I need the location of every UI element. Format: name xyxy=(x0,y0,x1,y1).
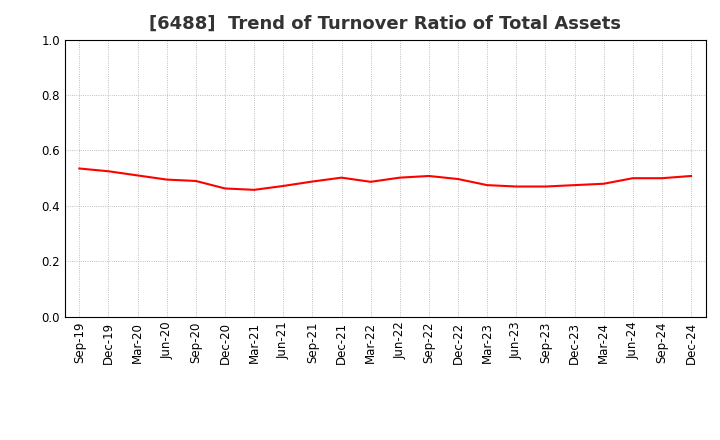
Title: [6488]  Trend of Turnover Ratio of Total Assets: [6488] Trend of Turnover Ratio of Total … xyxy=(149,15,621,33)
